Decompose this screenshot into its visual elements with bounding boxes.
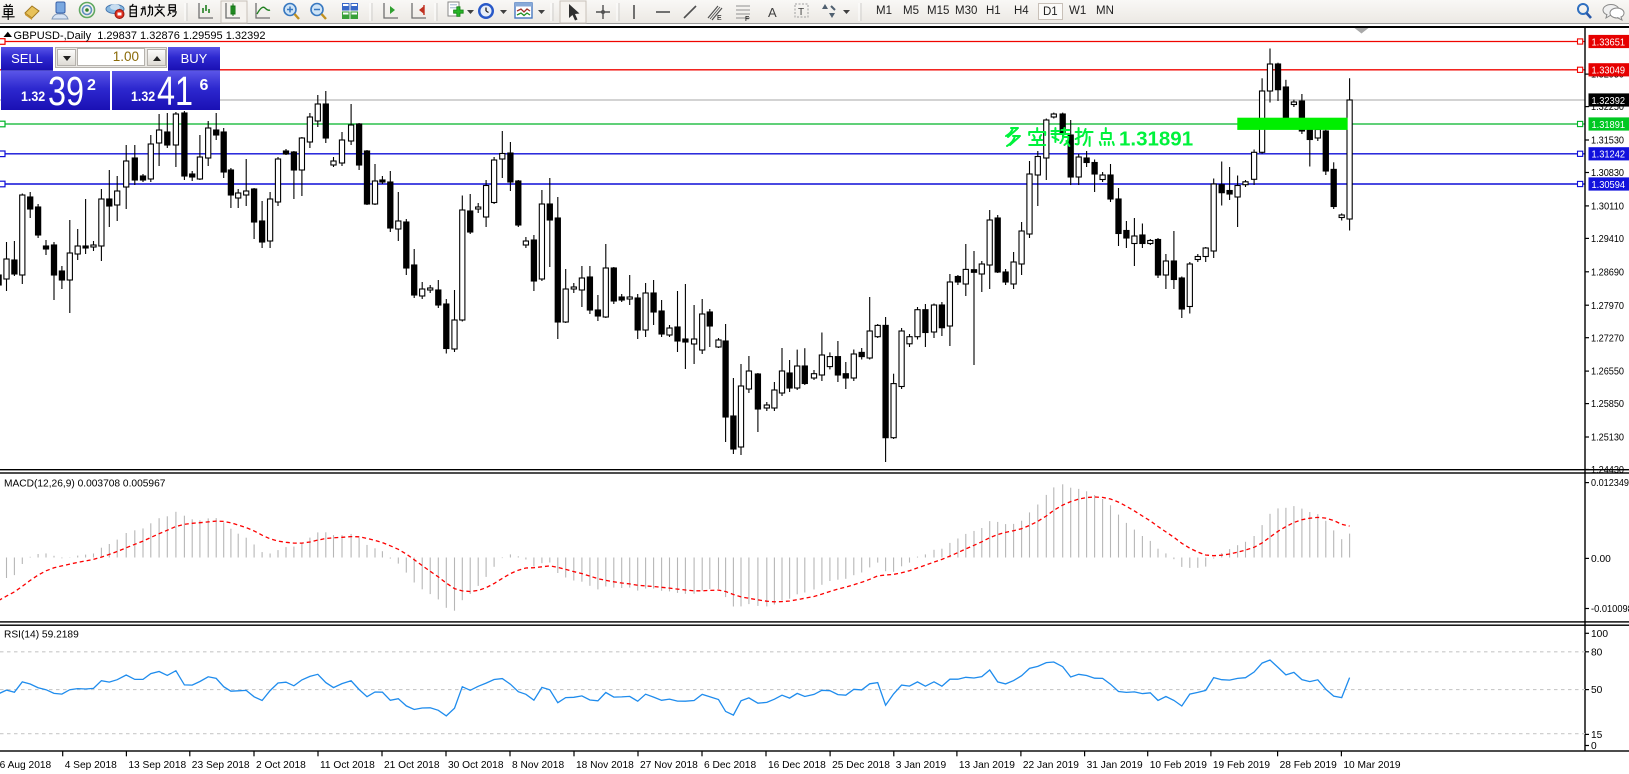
svg-text:1.31891: 1.31891 — [1119, 128, 1193, 151]
svg-text:2 Oct 2018: 2 Oct 2018 — [256, 760, 306, 771]
svg-text:1.27270: 1.27270 — [1591, 333, 1624, 344]
svg-text:1.26550: 1.26550 — [1591, 367, 1624, 378]
svg-text:A: A — [768, 5, 777, 20]
svg-text:21 Oct 2018: 21 Oct 2018 — [384, 760, 440, 771]
svg-text:0: 0 — [1591, 741, 1597, 752]
svg-text:30 Oct 2018: 30 Oct 2018 — [448, 760, 504, 771]
svg-text:19 Feb 2019: 19 Feb 2019 — [1213, 760, 1271, 771]
svg-text:1.32250: 1.32250 — [1591, 102, 1624, 113]
svg-text:1.31891: 1.31891 — [1592, 120, 1626, 131]
svg-text:8 Nov 2018: 8 Nov 2018 — [512, 760, 564, 771]
svg-text:6 Dec 2018: 6 Dec 2018 — [704, 760, 756, 771]
svg-text:28 Feb 2019: 28 Feb 2019 — [1280, 760, 1338, 771]
svg-text:0.00: 0.00 — [1591, 554, 1611, 565]
svg-text:1.33049: 1.33049 — [1592, 66, 1626, 77]
svg-text:10 Mar 2019: 10 Mar 2019 — [1343, 760, 1401, 771]
svg-text:1.24430: 1.24430 — [1591, 465, 1624, 476]
svg-text:0.012349: 0.012349 — [1591, 478, 1629, 489]
svg-text:1.28690: 1.28690 — [1591, 267, 1624, 278]
svg-text:1.25130: 1.25130 — [1591, 433, 1624, 444]
svg-text:31 Jan 2019: 31 Jan 2019 — [1087, 760, 1143, 771]
svg-text:22 Jan 2019: 22 Jan 2019 — [1023, 760, 1079, 771]
svg-text:F: F — [745, 16, 749, 23]
svg-text:18 Nov 2018: 18 Nov 2018 — [576, 760, 634, 771]
svg-text:1.30110: 1.30110 — [1591, 202, 1624, 213]
svg-text:3 Jan 2019: 3 Jan 2019 — [896, 760, 947, 771]
svg-text:25 Dec 2018: 25 Dec 2018 — [832, 760, 890, 771]
svg-text:100: 100 — [1591, 629, 1608, 640]
svg-text:RSI(14) 59.2189: RSI(14) 59.2189 — [4, 630, 79, 641]
svg-text:-0.0100984: -0.0100984 — [1591, 604, 1629, 615]
svg-text:1.30594: 1.30594 — [1592, 180, 1626, 191]
svg-text:16 Dec 2018: 16 Dec 2018 — [768, 760, 826, 771]
svg-text:27 Nov 2018: 27 Nov 2018 — [640, 760, 698, 771]
svg-text:E: E — [717, 15, 722, 22]
svg-text:1.31530: 1.31530 — [1591, 136, 1624, 147]
svg-text:1.32392: 1.32392 — [1592, 96, 1626, 107]
svg-text:1.25850: 1.25850 — [1591, 399, 1624, 410]
svg-text:15: 15 — [1591, 730, 1603, 741]
svg-text:1.29410: 1.29410 — [1591, 234, 1624, 245]
svg-text:T: T — [798, 7, 804, 18]
svg-text:11 Oct 2018: 11 Oct 2018 — [320, 760, 375, 771]
svg-text:26 Aug 2018: 26 Aug 2018 — [0, 760, 52, 771]
svg-text:1.30830: 1.30830 — [1591, 168, 1624, 179]
svg-text:MACD(12,26,9) 0.003708 0.00596: MACD(12,26,9) 0.003708 0.005967 — [4, 479, 166, 490]
svg-text:4 Sep 2018: 4 Sep 2018 — [65, 760, 117, 771]
svg-text:1.27970: 1.27970 — [1591, 301, 1624, 312]
svg-text:23 Sep 2018: 23 Sep 2018 — [192, 760, 250, 771]
svg-text:10 Feb 2019: 10 Feb 2019 — [1150, 760, 1208, 771]
svg-text:13 Sep 2018: 13 Sep 2018 — [128, 760, 186, 771]
svg-text:13 Jan 2019: 13 Jan 2019 — [959, 760, 1015, 771]
svg-text:50: 50 — [1591, 685, 1603, 696]
svg-text:80: 80 — [1591, 647, 1603, 658]
svg-text:1.31242: 1.31242 — [1592, 150, 1626, 161]
svg-text:GBPUSD-,Daily 1.29837 1.32876: GBPUSD-,Daily 1.29837 1.32876 1.29595 1.… — [14, 30, 266, 42]
svg-text:1.33651: 1.33651 — [1592, 37, 1626, 48]
